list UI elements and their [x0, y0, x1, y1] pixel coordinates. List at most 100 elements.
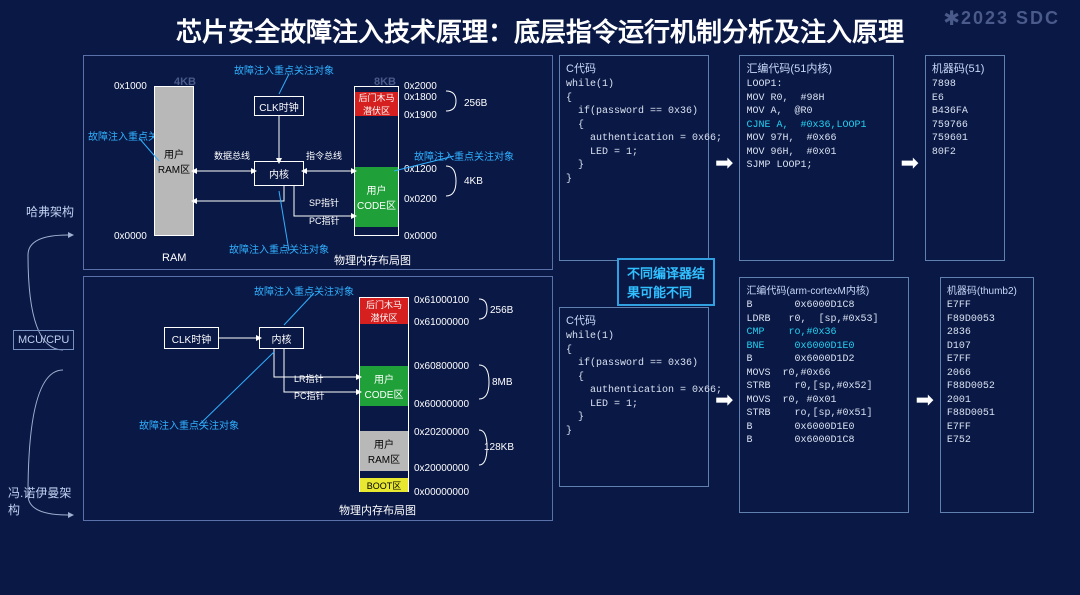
- arrow-icon: ➡: [915, 387, 933, 413]
- annot: 故障注入重点关注对象: [139, 417, 239, 432]
- arrow-icon: ➡: [900, 150, 918, 176]
- watermark: 2023 SDC: [961, 8, 1060, 29]
- code-line: MOV R0, #98H: [746, 92, 887, 106]
- addr: 0x1800: [404, 92, 437, 103]
- code-line: {: [566, 92, 702, 106]
- asm-51: 汇编代码(51内核) LOOP1:MOV R0, #98HMOV A, @R0C…: [739, 55, 894, 261]
- asm-arm: 汇编代码(arm-cortexM内核) B 0x6000D1C8LDRB r0,…: [739, 277, 909, 513]
- code-line: {: [566, 119, 702, 133]
- code-line: F88D0051: [947, 407, 1027, 421]
- code-line: E7FF: [947, 299, 1027, 313]
- code-line: authentication = 0x66;: [566, 132, 702, 146]
- title: 汇编代码(arm-cortexM内核): [746, 282, 902, 297]
- a: 0x60000000: [414, 399, 469, 410]
- code-line: CJNE A, #0x36,LOOP1: [746, 119, 887, 133]
- code: 用户 CODE区: [360, 366, 408, 406]
- annot: 故障注入重点关注对象: [414, 148, 514, 163]
- arrow-icon: ➡: [715, 387, 733, 413]
- addr: 0x1200: [404, 164, 437, 175]
- compiler-note: 不同编译器结 果可能不同: [617, 258, 715, 306]
- code-line: MOVS r0,#0x66: [746, 367, 902, 381]
- boot: BOOT区: [360, 478, 408, 492]
- addr: 0x1000: [114, 81, 147, 92]
- code-line: }: [566, 159, 702, 173]
- annot: 故障注入重点关注对象: [254, 283, 354, 298]
- code-line: BNE 0x6000D1E0: [746, 340, 902, 354]
- code-column: C代码 while(1){ if(password == 0x36) { aut…: [559, 55, 1034, 527]
- cap-ram: RAM: [162, 252, 186, 264]
- code-line: E6: [932, 92, 998, 106]
- code-line: SJMP LOOP1;: [746, 159, 887, 173]
- code-line: {: [566, 371, 702, 385]
- code-line: LED = 1;: [566, 146, 702, 160]
- code-line: MOV A, @R0: [746, 105, 887, 119]
- title: 机器码(thumb2): [947, 282, 1027, 297]
- annot: 故障注入重点关注对象: [234, 62, 334, 77]
- b: 256B: [490, 305, 513, 316]
- pc: PC指针: [309, 214, 340, 227]
- arch-harvard: 哈弗架构: [26, 203, 74, 220]
- code-line: CMP ro,#0x36: [746, 326, 902, 340]
- snowflake-icon: ✱: [943, 6, 960, 31]
- trojan: 后门木马 潜伏区: [355, 92, 398, 116]
- harvard-diagram: 故障注入重点关注对象 故障注入重点关注对象 故障注入重点关注对象 故障注入重点关…: [83, 55, 553, 270]
- code-line: MOV 96H, #0x01: [746, 146, 887, 160]
- arrow-icon: ➡: [715, 150, 733, 176]
- code-line: B436FA: [932, 105, 998, 119]
- core-box: 内核: [254, 161, 304, 186]
- code-line: MOV 97H, #0x66: [746, 132, 887, 146]
- lr: LR指针: [294, 372, 324, 385]
- code-line: while(1): [566, 78, 702, 92]
- a: 0x20000000: [414, 463, 469, 474]
- code-line: F89D0053: [947, 313, 1027, 327]
- addr: 0x0000: [114, 231, 147, 242]
- von-neumann-diagram: 故障注入重点关注对象 故障注入重点关注对象 CLK时钟 内核 LR指针 PC指针…: [83, 276, 553, 521]
- code-line: }: [566, 411, 702, 425]
- code-line: LED = 1;: [566, 398, 702, 412]
- title: C代码: [566, 312, 702, 328]
- addr: 0x0200: [404, 194, 437, 205]
- code-line: E752: [947, 434, 1027, 448]
- bus: 数据总线: [214, 149, 250, 162]
- arch-von-neumann: 冯.诺伊曼架构: [8, 484, 83, 518]
- clk: CLK时钟: [164, 327, 219, 349]
- sp: SP指针: [309, 196, 339, 209]
- code-line: B 0x6000D1C8: [746, 434, 902, 448]
- code-line: while(1): [566, 330, 702, 344]
- mc-arm: 机器码(thumb2) E7FFF89D00532836D107E7FF2066…: [940, 277, 1034, 513]
- code-line: 759766: [932, 119, 998, 133]
- addr: 0x0000: [404, 231, 437, 242]
- title: 机器码(51): [932, 60, 998, 76]
- row-arm: C代码 while(1){ if(password == 0x36) { aut…: [559, 277, 1034, 522]
- c-code-2: C代码 while(1){ if(password == 0x36) { aut…: [559, 307, 709, 487]
- code: 用户 CODE区: [355, 167, 398, 227]
- a: 0x61000000: [414, 317, 469, 328]
- code-line: STRB ro,[sp,#0x51]: [746, 407, 902, 421]
- code-line: LOOP1:: [746, 78, 887, 92]
- mcu-box: MCU/CPU: [13, 330, 74, 350]
- cap: 物理内存布局图: [339, 502, 416, 518]
- a: 0x60800000: [414, 361, 469, 372]
- a: 0x61000100: [414, 295, 469, 306]
- page-title: 芯片安全故障注入技术原理：底层指令运行机制分析及注入原理: [0, 0, 1080, 55]
- code-line: F88D0052: [947, 380, 1027, 394]
- code-line: }: [566, 425, 702, 439]
- code-line: 2001: [947, 394, 1027, 408]
- a: 0x20200000: [414, 427, 469, 438]
- code-line: 2066: [947, 367, 1027, 381]
- code-line: E7FF: [947, 353, 1027, 367]
- code-line: B 0x6000D1D2: [746, 353, 902, 367]
- code-line: 80F2: [932, 146, 998, 160]
- pc: PC指针: [294, 389, 325, 402]
- title: 汇编代码(51内核): [746, 60, 887, 76]
- trojan: 后门木马 潜伏区: [360, 298, 408, 324]
- code-line: STRB r0,[sp,#0x52]: [746, 380, 902, 394]
- code-line: D107: [947, 340, 1027, 354]
- title: C代码: [566, 60, 702, 76]
- addr: 0x1900: [404, 110, 437, 121]
- b: 8MB: [492, 377, 513, 388]
- clk-box: CLK时钟: [254, 96, 304, 116]
- annot: 故障注入重点关注对象: [229, 241, 329, 256]
- bus: 指令总线: [306, 149, 342, 162]
- core: 内核: [259, 327, 304, 349]
